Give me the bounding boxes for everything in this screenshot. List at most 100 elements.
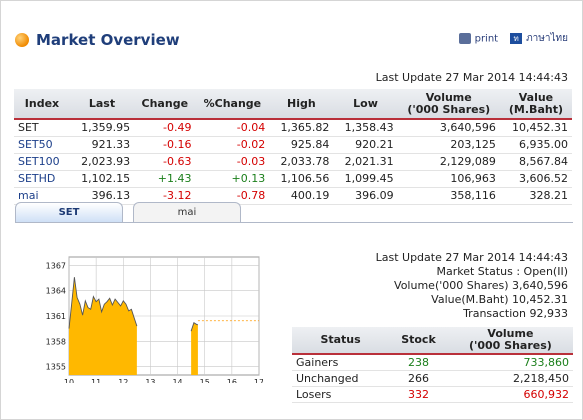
- y-tick-label: 1364: [46, 287, 66, 296]
- status-cell-volume: 733,860: [447, 354, 573, 371]
- index-col-header: Low: [333, 89, 398, 120]
- price-line-session-1: [68, 277, 138, 329]
- index-table: Index Last Change %Change High Low Volume ('00…: [14, 89, 572, 205]
- tab-set[interactable]: SET: [15, 202, 123, 222]
- index-cell-pct: -0.02: [195, 136, 270, 154]
- index-cell-change: -3.12: [134, 187, 196, 205]
- chart-last-update: Last Update 27 Mar 2014 14:44:43: [375, 251, 568, 264]
- index-cell-change: -0.49: [134, 119, 196, 137]
- index-cell-last: 1,359.95: [69, 119, 135, 137]
- thai-language-label: ภาษาไทย: [526, 33, 568, 44]
- y-tick-label: 1367: [46, 261, 66, 270]
- y-tick-label: 1355: [46, 363, 66, 372]
- status-cell-stock: 238: [389, 354, 448, 371]
- status-cell-volume: 2,218,450: [447, 370, 573, 387]
- status-col-header: Stock: [389, 327, 448, 355]
- status-table-header: Status Stock Volume ('000 Shares): [292, 327, 573, 355]
- status-row-gainers: Gainers 238 733,860: [292, 354, 573, 371]
- print-label: print: [474, 33, 499, 45]
- market-info: Last Update 27 Mar 2014 14:44:43 Market …: [376, 251, 568, 321]
- toolbar: print ทภาษาไทย: [458, 31, 568, 46]
- index-cell-volume: 358,116: [397, 187, 500, 205]
- orange-bullet-icon: [15, 33, 29, 47]
- status-col-header: Status: [292, 327, 390, 355]
- index-col-header: High: [269, 89, 334, 120]
- index-col-header: Volume ('000 Shares): [397, 89, 500, 120]
- index-cell-high: 2,033.78: [269, 153, 334, 171]
- index-cell-low: 2,021.31: [333, 153, 398, 171]
- index-cell-name[interactable]: SET50: [14, 136, 70, 154]
- x-tick-label: 16: [227, 378, 237, 383]
- index-cell-value: 328.21: [499, 187, 572, 205]
- status-cell-status: Losers: [292, 386, 390, 403]
- status-cell-volume: 660,932: [447, 386, 573, 403]
- x-tick-label: 11: [91, 378, 101, 383]
- x-tick-label: 13: [145, 378, 155, 383]
- set-intraday-chart: 10 11 12 13 14 15 16 17 1355 1358 1361 1364 1367: [46, 256, 263, 383]
- index-row-sethd[interactable]: SETHD 1,102.15 +1.43 +0.13 1,106.56 1,099.45 1…: [14, 170, 572, 188]
- index-cell-value: 6,935.00: [499, 136, 572, 154]
- index-col-header: Value (M.Baht): [499, 89, 572, 120]
- status-cell-stock: 332: [389, 386, 448, 403]
- y-tick-label: 1361: [46, 312, 66, 321]
- thai-language-icon: ท: [510, 32, 523, 44]
- thai-language-link[interactable]: ทภาษาไทย: [510, 31, 568, 46]
- x-tick-label: 14: [172, 378, 182, 383]
- x-tick-label: 17: [254, 378, 263, 383]
- status-table: Status Stock Volume ('000 Shares) Gainers 2…: [292, 327, 573, 403]
- index-cell-low: 1,358.43: [333, 119, 398, 137]
- index-cell-volume: 2,129,089: [397, 153, 500, 171]
- market-tabs: SET mai: [15, 202, 573, 223]
- index-col-header: Change: [134, 89, 196, 120]
- index-cell-value: 10,452.31: [499, 119, 572, 137]
- index-cell-high: 1,106.56: [269, 170, 334, 188]
- index-col-header: Index: [14, 89, 70, 120]
- index-col-header: %Change: [195, 89, 270, 120]
- index-cell-name[interactable]: SET: [14, 119, 70, 137]
- last-update-text: Last Update 27 Mar 2014 14:44:43: [375, 71, 568, 84]
- header: Market Overview: [15, 27, 180, 53]
- index-cell-change: -0.63: [134, 153, 196, 171]
- index-cell-value: 3,606.52: [499, 170, 572, 188]
- index-cell-low: 396.09: [333, 187, 398, 205]
- market-transaction: Transaction 92,933: [463, 307, 568, 320]
- x-tick-label: 12: [118, 378, 128, 383]
- market-status: Market Status : Open(II): [436, 265, 568, 278]
- status-row-unchanged: Unchanged 266 2,218,450: [292, 370, 573, 387]
- status-cell-stock: 266: [389, 370, 448, 387]
- index-cell-low: 920.21: [333, 136, 398, 154]
- price-line-session-2: [190, 322, 199, 332]
- status-cell-status: Unchanged: [292, 370, 390, 387]
- index-cell-volume: 203,125: [397, 136, 500, 154]
- index-cell-pct: +0.13: [195, 170, 270, 188]
- index-cell-value: 8,567.84: [499, 153, 572, 171]
- index-cell-high: 925.84: [269, 136, 334, 154]
- index-cell-volume: 106,963: [397, 170, 500, 188]
- index-row-set50[interactable]: SET50 921.33 -0.16 -0.02 925.84 920.21 203,125…: [14, 136, 572, 154]
- index-cell-high: 1,365.82: [269, 119, 334, 137]
- index-cell-pct: -0.03: [195, 153, 270, 171]
- print-link[interactable]: print: [458, 32, 499, 45]
- tab-mai[interactable]: mai: [133, 202, 241, 222]
- status-cell-status: Gainers: [292, 354, 390, 371]
- status-col-header: Volume ('000 Shares): [447, 327, 573, 355]
- index-row-set[interactable]: SET 1,359.95 -0.49 -0.04 1,365.82 1,358.43 3,6…: [14, 119, 572, 137]
- index-cell-last: 1,102.15: [69, 170, 135, 188]
- index-cell-name[interactable]: SET100: [14, 153, 70, 171]
- index-row-set100[interactable]: SET100 2,023.93 -0.63 -0.03 2,033.78 2,021.31…: [14, 153, 572, 171]
- y-tick-label: 1358: [46, 337, 66, 346]
- index-cell-name[interactable]: SETHD: [14, 170, 70, 188]
- index-cell-last: 2,023.93: [69, 153, 135, 171]
- status-row-losers: Losers 332 660,932: [292, 386, 573, 403]
- index-cell-change: -0.16: [134, 136, 196, 154]
- market-volume: Volume('000 Shares) 3,640,596: [394, 279, 568, 292]
- x-tick-label: 15: [200, 378, 210, 383]
- printer-icon: [458, 32, 471, 44]
- x-tick-label: 10: [64, 378, 74, 383]
- index-cell-last: 921.33: [69, 136, 135, 154]
- page-title: Market Overview: [36, 31, 180, 49]
- area-fill-session-2: [191, 322, 198, 375]
- market-value: Value(M.Baht) 10,452.31: [431, 293, 568, 306]
- index-cell-volume: 3,640,596: [397, 119, 500, 137]
- index-table-header: Index Last Change %Change High Low Volume ('00…: [14, 89, 572, 120]
